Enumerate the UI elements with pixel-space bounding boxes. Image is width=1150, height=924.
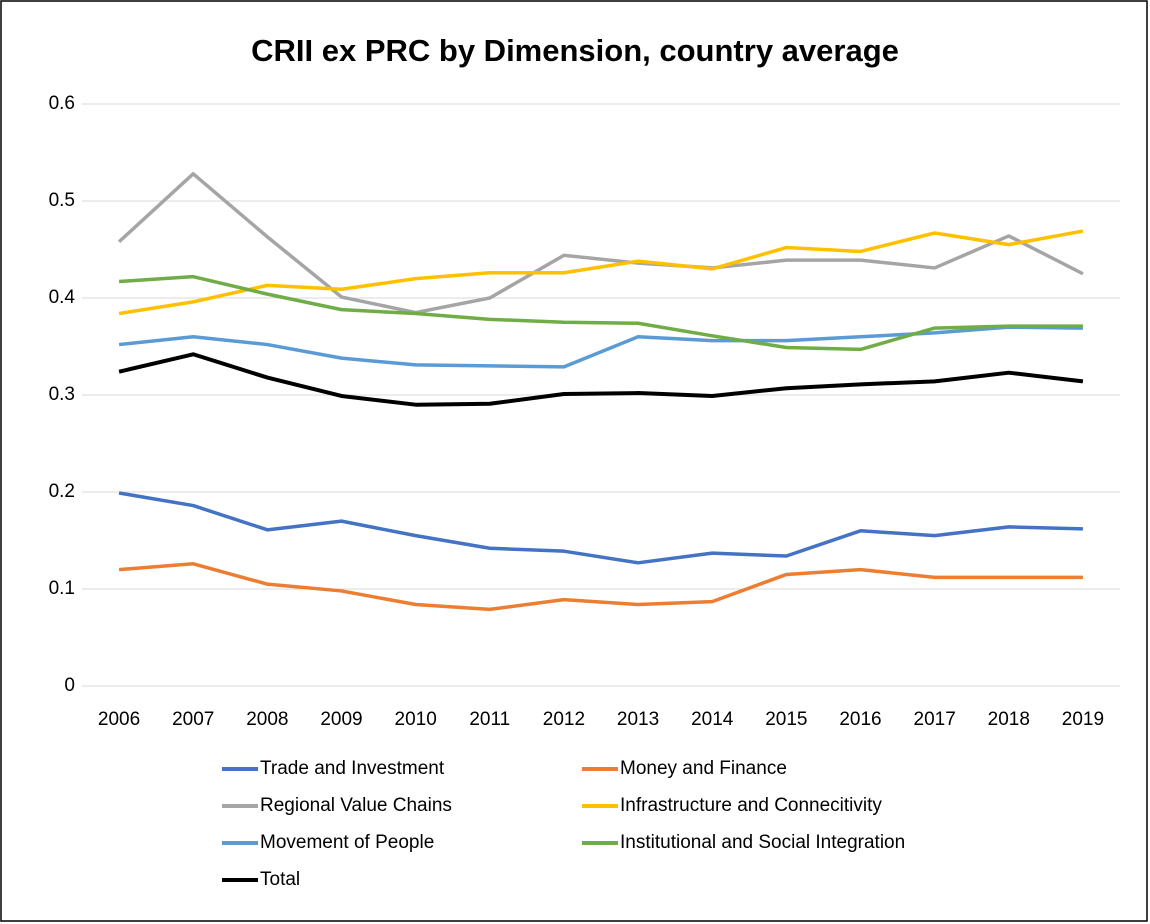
x-tick-label: 2007 bbox=[172, 709, 214, 730]
y-tick-label: 0 bbox=[64, 675, 75, 696]
legend-label: Trade and Investment bbox=[260, 758, 445, 779]
series-line bbox=[118, 274, 1083, 352]
legend-label: Movement of People bbox=[260, 832, 434, 853]
y-tick-label: 0.6 bbox=[49, 93, 75, 114]
series-line bbox=[118, 491, 1083, 565]
y-tick-label: 0.1 bbox=[49, 578, 75, 599]
y-tick-label: 0.3 bbox=[49, 384, 75, 405]
series-line bbox=[118, 325, 1083, 369]
x-tick-label: 2014 bbox=[691, 709, 734, 730]
x-tick-label: 2013 bbox=[617, 709, 659, 730]
y-tick-label: 0.2 bbox=[49, 481, 75, 502]
x-tick-label: 2012 bbox=[543, 709, 585, 730]
x-tick-label: 2015 bbox=[765, 709, 807, 730]
x-tick-label: 2008 bbox=[246, 709, 288, 730]
legend-label: Infrastructure and Connecitivity bbox=[620, 795, 882, 816]
y-tick-label: 0.5 bbox=[49, 190, 75, 211]
series-line bbox=[118, 229, 1084, 316]
legend-label: Institutional and Social Integration bbox=[620, 832, 905, 853]
y-tick-label: 0.4 bbox=[49, 287, 76, 308]
series-line bbox=[117, 172, 1084, 315]
x-tick-label: 2006 bbox=[98, 709, 140, 730]
x-tick-label: 2017 bbox=[914, 709, 956, 730]
legend-label: Total bbox=[260, 869, 300, 890]
x-tick-label: 2018 bbox=[988, 709, 1030, 730]
chart-title: CRII ex PRC by Dimension, country averag… bbox=[251, 33, 899, 68]
series-line bbox=[118, 352, 1084, 407]
x-tick-label: 2010 bbox=[395, 709, 437, 730]
x-tick-label: 2019 bbox=[1062, 709, 1104, 730]
legend-label: Money and Finance bbox=[620, 758, 787, 779]
series-line bbox=[118, 562, 1083, 612]
x-tick-label: 2009 bbox=[320, 709, 362, 730]
x-tick-label: 2011 bbox=[469, 709, 510, 730]
x-tick-label: 2016 bbox=[839, 709, 881, 730]
legend-label: Regional Value Chains bbox=[260, 795, 452, 816]
